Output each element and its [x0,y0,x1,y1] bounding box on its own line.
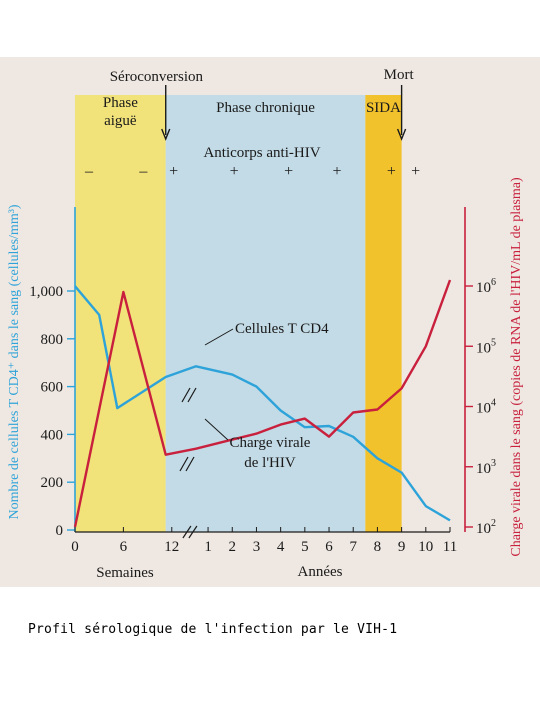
phase-label-1: Phase chronique [216,100,315,116]
right-tick-label-4: 106 [476,277,496,296]
x-tick-label-5: 3 [253,539,261,555]
x-tick-label-8: 6 [325,539,333,555]
x-label-weeks: Semaines [96,565,154,581]
series-break-1-1 [185,456,195,472]
x-tick-label-12: 10 [418,539,433,555]
phase-label-0: Phase aiguë [103,95,138,129]
series-label-viral: Charge virale de l'HIV [230,435,311,471]
antibody-marker-1: – [138,163,148,180]
phase-label-2: SIDA [366,100,401,116]
right-tick-label-2: 104 [476,398,496,417]
x-tick-label-13: 11 [443,539,457,555]
death-arrow-head [396,128,407,141]
x-tick-label-1: 6 [120,539,128,555]
left-axis-label: Nombre de cellules T CD4⁺ dans le sang (… [7,204,22,519]
x-break-0-0 [182,525,192,539]
series-leader-viral [204,418,229,441]
series-break-0-0 [181,387,191,403]
left-tick-label-4: 800 [41,332,64,348]
left-tick-label-5: 1,000 [29,284,63,300]
x-tick-label-11: 9 [398,539,406,555]
antibody-marker-5: + [332,163,341,180]
phase-band-1 [165,95,366,532]
phase-band-2 [365,95,402,532]
chart-svg: Phase aiguë Phase chronique SIDA Séroconvers… [7,67,524,581]
series-label-cd4: Cellules T CD4 [235,321,329,337]
x-tick-label-6: 4 [277,539,285,555]
x-tick-label-2: 12 [164,539,179,555]
right-tick-label-1: 103 [476,458,496,477]
chart-figure: Phase aiguë Phase chronique SIDA Séroconvers… [0,57,540,587]
right-axis-label: Charge virale dans le sang (copies de RN… [509,177,524,557]
series-leader-cd4 [204,328,234,346]
seroconversion-arrow-head [161,128,171,141]
left-tick-label-2: 400 [41,427,64,443]
right-tick-label-0: 102 [476,518,496,537]
series-line-0 [74,285,451,522]
x-tick-label-7: 5 [301,539,309,555]
series-break-1-0 [179,456,189,472]
x-tick-label-0: 0 [71,539,79,555]
x-break-0-1 [188,525,198,539]
antibody-marker-3: + [230,163,239,180]
series-line-1 [73,279,452,528]
right-tick-label-3: 105 [476,337,496,356]
antibody-marker-7: + [411,163,420,180]
figure-caption: Profil sérologique de l'infection par le… [28,622,398,637]
antibody-marker-2: + [169,163,178,180]
seroconversion-label: Séroconversion [110,69,204,85]
left-tick-label-1: 200 [41,475,64,491]
antibody-marker-4: + [284,163,293,180]
x-tick-label-3: 1 [204,539,212,555]
x-tick-label-4: 2 [229,539,237,555]
x-tick-label-9: 7 [349,539,357,555]
x-tick-label-10: 8 [374,539,382,555]
left-tick-label-0: 0 [56,523,64,539]
antibody-marker-0: – [84,163,94,180]
death-label: Mort [384,67,415,83]
antibody-label: Anticorps anti-HIV [203,145,320,161]
left-tick-label-3: 600 [41,380,64,396]
series-break-0-1 [187,387,197,403]
x-label-years: Années [298,564,343,580]
antibody-marker-6: + [387,163,396,180]
